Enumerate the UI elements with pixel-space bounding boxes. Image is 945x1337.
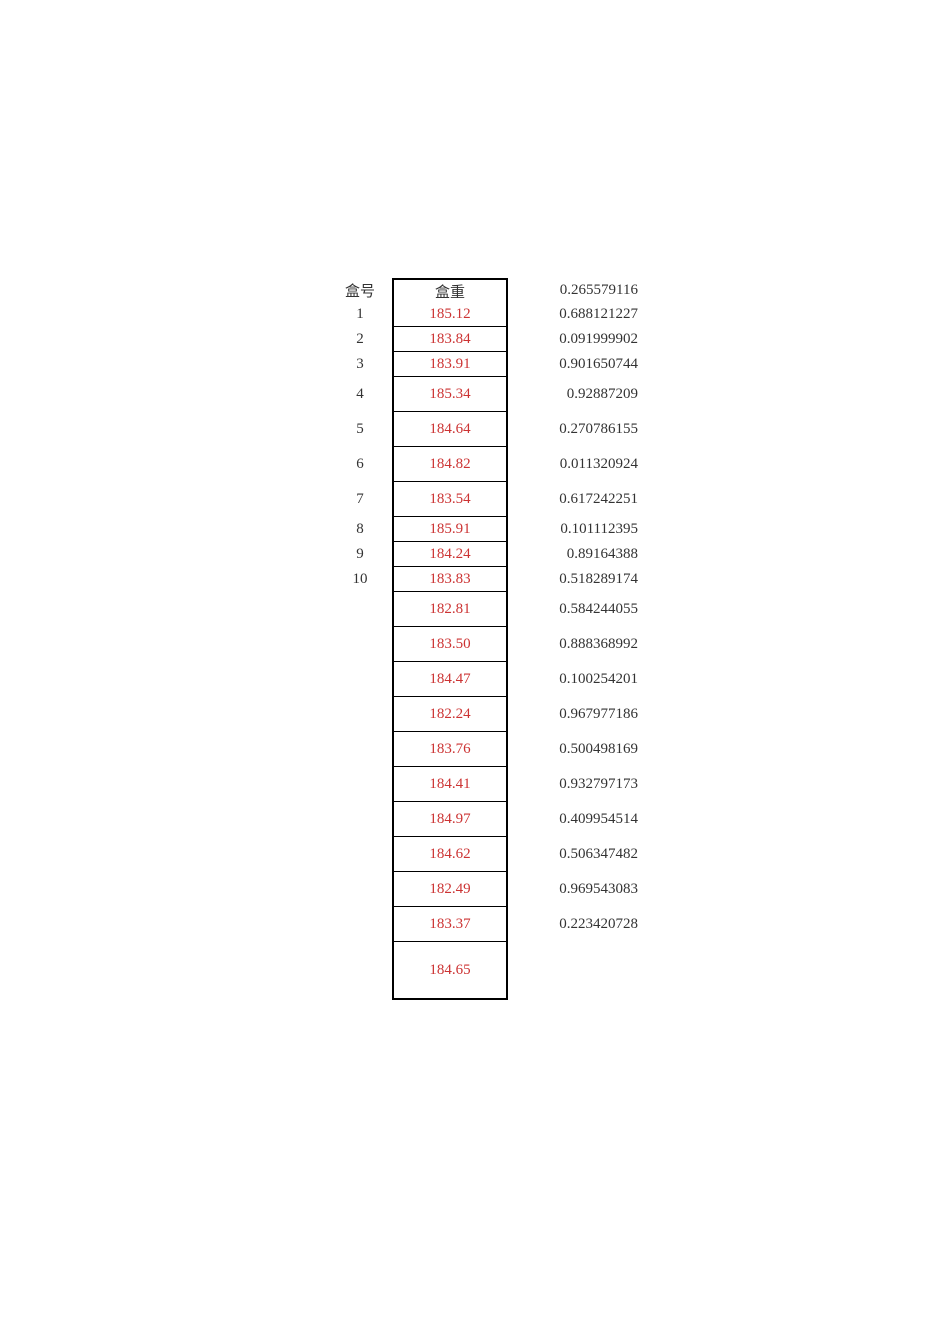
cell-val: 0.688121227 <box>507 302 638 327</box>
cell-val: 0.409954514 <box>507 802 638 837</box>
cell-num <box>328 627 393 662</box>
table-row: 3 183.91 0.901650744 <box>328 352 638 377</box>
cell-weight: 183.37 <box>393 907 507 942</box>
cell-num <box>328 942 393 1000</box>
table-row: 5 184.64 0.270786155 <box>328 412 638 447</box>
cell-num <box>328 592 393 627</box>
cell-weight: 184.41 <box>393 767 507 802</box>
cell-num <box>328 907 393 942</box>
cell-num: 5 <box>328 412 393 447</box>
table-row: 184.62 0.506347482 <box>328 837 638 872</box>
cell-weight: 184.62 <box>393 837 507 872</box>
header-top-value: 0.265579116 <box>507 279 638 302</box>
table-row: 7 183.54 0.617242251 <box>328 482 638 517</box>
table-row: 1 185.12 0.688121227 <box>328 302 638 327</box>
cell-num: 8 <box>328 517 393 542</box>
table-row: 8 185.91 0.101112395 <box>328 517 638 542</box>
table-row: 184.41 0.932797173 <box>328 767 638 802</box>
cell-weight: 184.47 <box>393 662 507 697</box>
cell-val: 0.101112395 <box>507 517 638 542</box>
cell-val: 0.270786155 <box>507 412 638 447</box>
cell-num <box>328 697 393 732</box>
cell-num: 9 <box>328 542 393 567</box>
data-table-container: 盒号 盒重 0.265579116 1 185.12 0.688121227 2… <box>328 278 638 1000</box>
data-table: 盒号 盒重 0.265579116 1 185.12 0.688121227 2… <box>328 278 638 1000</box>
cell-weight: 185.91 <box>393 517 507 542</box>
cell-num: 4 <box>328 377 393 412</box>
cell-num <box>328 872 393 907</box>
table-row: 183.50 0.888368992 <box>328 627 638 662</box>
cell-num <box>328 662 393 697</box>
table-row: 184.65 <box>328 942 638 1000</box>
cell-val: 0.967977186 <box>507 697 638 732</box>
cell-val: 0.091999902 <box>507 327 638 352</box>
cell-weight: 183.76 <box>393 732 507 767</box>
table-row: 182.24 0.967977186 <box>328 697 638 732</box>
cell-weight: 183.84 <box>393 327 507 352</box>
cell-weight: 182.24 <box>393 697 507 732</box>
cell-weight: 183.83 <box>393 567 507 592</box>
cell-val: 0.500498169 <box>507 732 638 767</box>
cell-weight: 184.64 <box>393 412 507 447</box>
cell-weight: 185.12 <box>393 302 507 327</box>
cell-val: 0.011320924 <box>507 447 638 482</box>
cell-weight: 184.65 <box>393 942 507 1000</box>
table-row: 9 184.24 0.89164388 <box>328 542 638 567</box>
cell-val: 0.932797173 <box>507 767 638 802</box>
cell-val: 0.100254201 <box>507 662 638 697</box>
cell-num: 10 <box>328 567 393 592</box>
table-row: 6 184.82 0.011320924 <box>328 447 638 482</box>
table-row: 2 183.84 0.091999902 <box>328 327 638 352</box>
cell-weight: 183.50 <box>393 627 507 662</box>
cell-val <box>507 942 638 1000</box>
cell-num <box>328 837 393 872</box>
table-row: 10 183.83 0.518289174 <box>328 567 638 592</box>
cell-val: 0.888368992 <box>507 627 638 662</box>
cell-val: 0.518289174 <box>507 567 638 592</box>
table-row: 184.47 0.100254201 <box>328 662 638 697</box>
table-row: 184.97 0.409954514 <box>328 802 638 837</box>
cell-weight: 184.24 <box>393 542 507 567</box>
table-row: 182.81 0.584244055 <box>328 592 638 627</box>
table-header-row: 盒号 盒重 0.265579116 <box>328 279 638 302</box>
cell-val: 0.506347482 <box>507 837 638 872</box>
cell-val: 0.901650744 <box>507 352 638 377</box>
cell-num: 2 <box>328 327 393 352</box>
table-row: 183.37 0.223420728 <box>328 907 638 942</box>
cell-weight: 182.81 <box>393 592 507 627</box>
cell-num <box>328 732 393 767</box>
cell-num <box>328 802 393 837</box>
cell-num <box>328 767 393 802</box>
table-row: 183.76 0.500498169 <box>328 732 638 767</box>
cell-weight: 185.34 <box>393 377 507 412</box>
cell-num: 6 <box>328 447 393 482</box>
cell-num: 1 <box>328 302 393 327</box>
cell-num: 7 <box>328 482 393 517</box>
cell-weight: 182.49 <box>393 872 507 907</box>
cell-weight: 184.82 <box>393 447 507 482</box>
table-row: 4 185.34 0.92887209 <box>328 377 638 412</box>
header-box-weight: 盒重 <box>393 279 507 302</box>
cell-val: 0.969543083 <box>507 872 638 907</box>
cell-val: 0.92887209 <box>507 377 638 412</box>
cell-weight: 184.97 <box>393 802 507 837</box>
cell-val: 0.89164388 <box>507 542 638 567</box>
cell-val: 0.617242251 <box>507 482 638 517</box>
header-box-number: 盒号 <box>328 279 393 302</box>
cell-num: 3 <box>328 352 393 377</box>
cell-val: 0.223420728 <box>507 907 638 942</box>
cell-weight: 183.91 <box>393 352 507 377</box>
cell-weight: 183.54 <box>393 482 507 517</box>
table-row: 182.49 0.969543083 <box>328 872 638 907</box>
cell-val: 0.584244055 <box>507 592 638 627</box>
